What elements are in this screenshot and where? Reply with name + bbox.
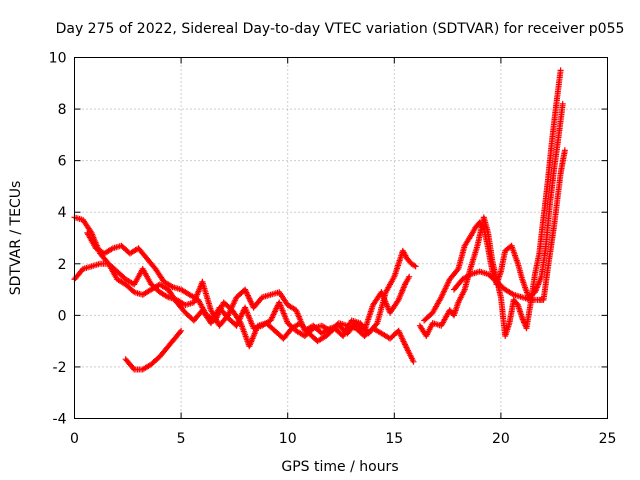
data-point <box>561 147 568 154</box>
data-point <box>406 273 413 280</box>
plot-frame <box>74 57 608 419</box>
x-tick-label: 10 <box>279 431 297 447</box>
x-tick-label: 0 <box>70 431 79 447</box>
data-point <box>559 100 566 107</box>
y-tick-label: -2 <box>53 360 67 376</box>
y-tick-label: 2 <box>58 257 67 273</box>
y-tick-label: 4 <box>58 205 67 221</box>
grid <box>74 57 608 419</box>
x-tick-label: 25 <box>599 431 617 447</box>
x-tick-label: 20 <box>492 431 510 447</box>
data-point <box>178 327 185 334</box>
data-point <box>557 67 564 74</box>
data-points <box>71 67 568 373</box>
data-point <box>410 358 417 365</box>
x-axis-ticks: 0 5 10 15 20 25 <box>70 57 617 447</box>
x-tick-label: 15 <box>385 431 403 447</box>
y-tick-label: 6 <box>58 154 67 170</box>
y-axis-label: SDTVAR / TECUs <box>8 181 24 296</box>
x-axis-label: GPS time / hours <box>281 459 398 475</box>
data-point <box>130 365 137 372</box>
chart-title: Day 275 of 2022, Sidereal Day-to-day VTE… <box>56 21 625 37</box>
data-point <box>412 263 419 270</box>
y-tick-label: 8 <box>58 102 67 118</box>
y-tick-label: 10 <box>49 51 67 67</box>
y-tick-label: 0 <box>58 308 67 324</box>
data-point <box>177 329 183 336</box>
x-tick-label: 5 <box>177 431 186 447</box>
y-axis-ticks: -4 -2 0 2 4 6 8 10 <box>49 51 608 428</box>
series-sdtvar <box>71 67 568 373</box>
y-tick-label: -4 <box>53 412 67 428</box>
